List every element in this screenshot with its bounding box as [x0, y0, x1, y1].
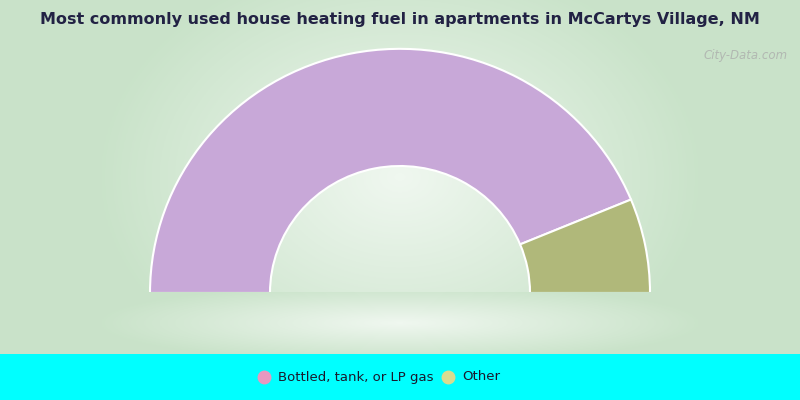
Wedge shape [150, 49, 631, 293]
Text: Most commonly used house heating fuel in apartments in McCartys Village, NM: Most commonly used house heating fuel in… [40, 12, 760, 27]
Text: Bottled, tank, or LP gas: Bottled, tank, or LP gas [278, 370, 434, 384]
Text: City-Data.com: City-Data.com [703, 49, 787, 62]
Bar [0, 293, 800, 354]
Wedge shape [520, 200, 650, 293]
Text: Other: Other [462, 370, 501, 384]
